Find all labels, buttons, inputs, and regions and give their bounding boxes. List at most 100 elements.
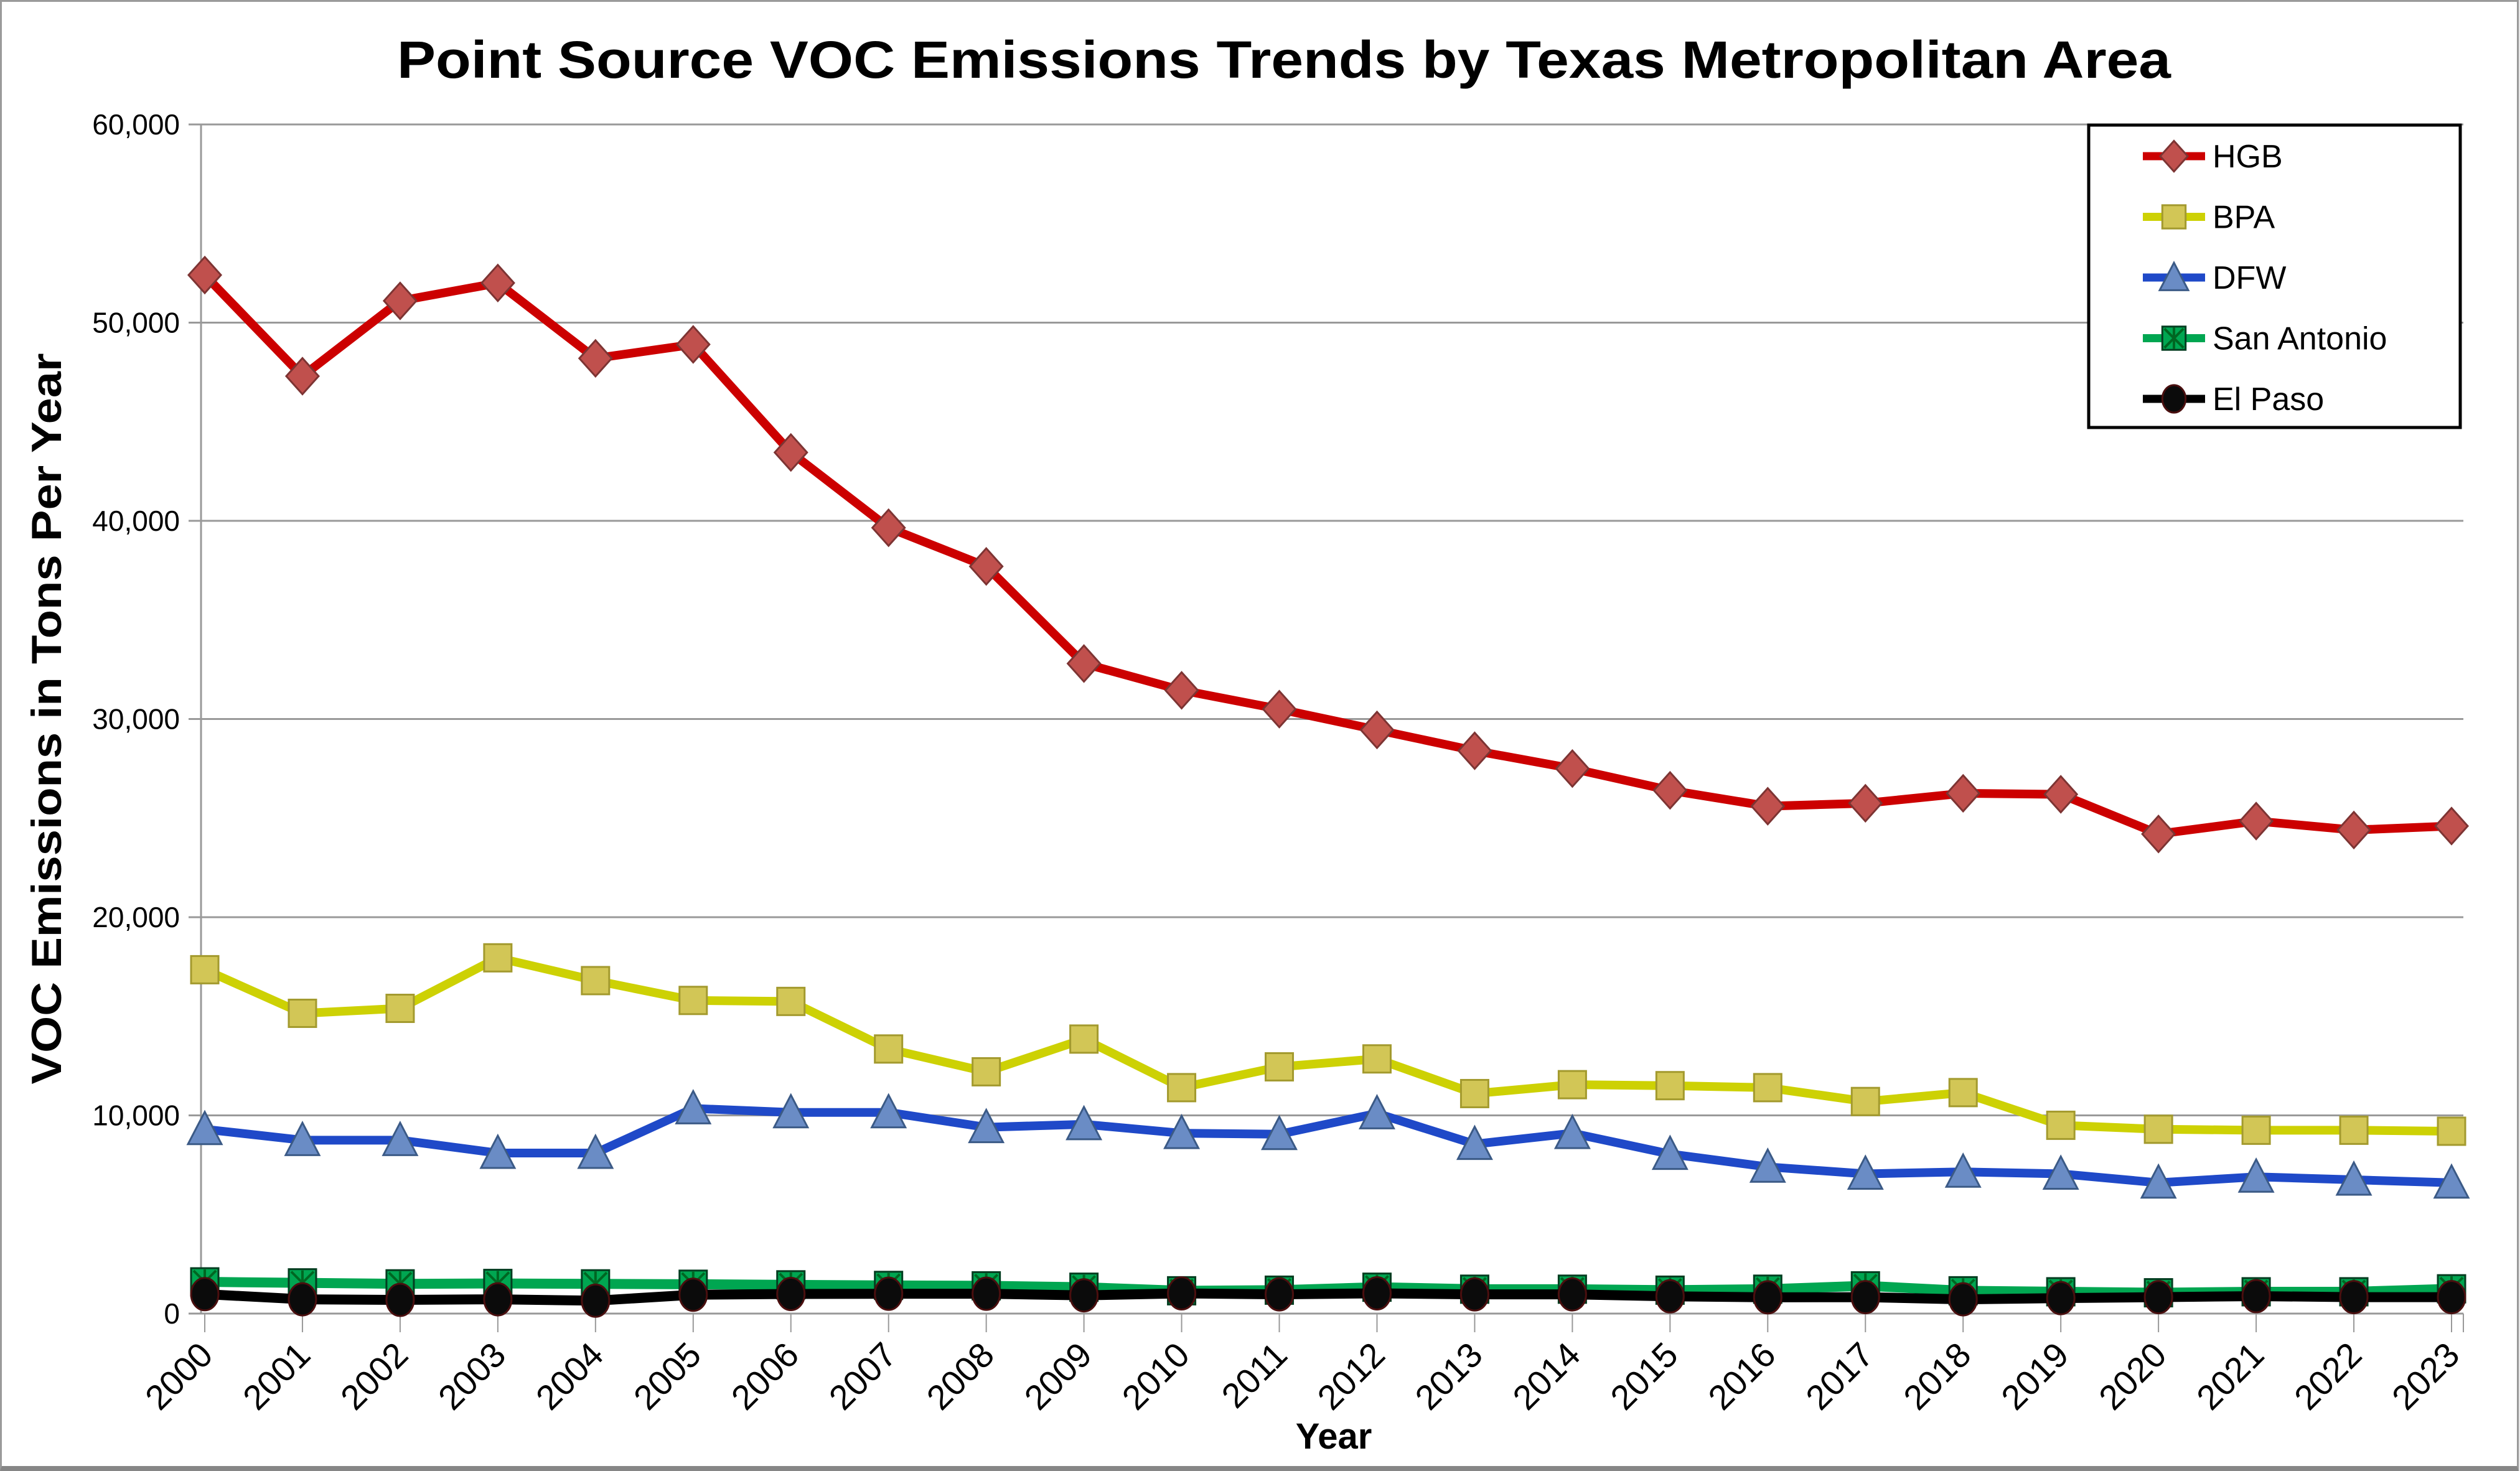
x-tick-label: 2002 <box>333 1335 416 1417</box>
gridlines-group <box>201 123 2463 1315</box>
y-tick-label: 20,000 <box>92 901 180 933</box>
x-tick-label: 2017 <box>1798 1335 1881 1417</box>
marker-diamond <box>2043 775 2079 814</box>
marker-diamond <box>773 432 808 472</box>
y-tick-label: 60,000 <box>92 108 180 141</box>
x-tick-label: 2018 <box>1896 1335 1979 1417</box>
marker-circle <box>1753 1280 1782 1315</box>
marker-diamond <box>2433 806 2470 846</box>
marker-square <box>2046 1110 2076 1140</box>
x-tick-label: 2001 <box>235 1335 318 1417</box>
marker-square <box>1655 1071 1685 1101</box>
marker-diamond <box>675 325 711 364</box>
marker-diamond <box>871 508 906 548</box>
legend-item-san-antonio: San Antonio <box>2143 321 2387 357</box>
marker-square <box>2339 1115 2369 1145</box>
marker-square <box>1069 1024 1099 1054</box>
marker-diamond <box>2141 814 2176 854</box>
marker-square <box>1459 1078 1489 1108</box>
marker-circle <box>874 1276 904 1311</box>
marker-triangle <box>1456 1124 1493 1160</box>
marker-diamond <box>2239 801 2274 841</box>
marker-diamond <box>1750 787 1786 826</box>
marker-triangle <box>2042 1154 2079 1190</box>
x-tick-label: 2000 <box>138 1335 220 1417</box>
marker-diamond <box>1457 731 1492 770</box>
marker-diamond <box>1359 710 1395 750</box>
marker-triangle <box>2335 1160 2372 1196</box>
series-hgb <box>187 255 2470 854</box>
marker-triangle <box>675 1089 712 1124</box>
marker-square <box>1265 1052 1295 1081</box>
marker-diamond <box>578 339 613 378</box>
legend-label: DFW <box>2213 260 2286 296</box>
marker-circle <box>776 1276 806 1311</box>
marker-square <box>1948 1078 1978 1108</box>
marker-circle <box>483 1282 513 1317</box>
marker-square <box>776 986 806 1016</box>
marker-circle <box>1362 1276 1392 1311</box>
marker-diamond <box>1946 773 1981 813</box>
marker-square <box>2143 1114 2173 1144</box>
series-bpa <box>190 943 2466 1146</box>
marker-diamond <box>2336 810 2372 850</box>
marker-triangle <box>1066 1104 1103 1141</box>
x-tick-label: 2007 <box>822 1335 904 1417</box>
marker-circle <box>1069 1278 1099 1313</box>
marker-circle <box>2046 1281 2076 1315</box>
x-tick-label: 2013 <box>1407 1335 1490 1417</box>
marker-triangle <box>772 1093 810 1129</box>
chart-title: Point Source VOC Emissions Trends by Tex… <box>397 30 2171 89</box>
legend-item-dfw: DFW <box>2143 260 2286 296</box>
marker-triangle <box>968 1108 1005 1144</box>
x-tick-label: 2021 <box>2189 1335 2272 1417</box>
x-tick-label: 2005 <box>626 1335 709 1417</box>
series-line-bpa <box>200 953 2456 1136</box>
legend-label: El Paso <box>2213 381 2324 418</box>
marker-diamond <box>1262 689 1297 729</box>
x-axis-title: Year <box>1296 1416 1372 1457</box>
marker-triangle <box>2237 1157 2275 1193</box>
marker-square <box>288 998 317 1028</box>
legend-label: BPA <box>2213 200 2275 236</box>
marker-square <box>1753 1073 1782 1103</box>
y-axis-title: VOC Emissions in Tons Per Year <box>23 353 70 1085</box>
marker-diamond <box>480 263 515 303</box>
x-tick-label: 2008 <box>919 1335 1001 1417</box>
marker-square <box>2437 1116 2466 1146</box>
marker-diamond <box>1555 749 1590 788</box>
series-line-hgb <box>200 271 2456 839</box>
legend-item-el-paso: El Paso <box>2143 381 2324 418</box>
marker-triangle <box>1944 1152 1982 1188</box>
marker-triangle <box>2158 260 2190 291</box>
x-tick-label: 2003 <box>431 1335 513 1417</box>
x-tick-label: 2004 <box>528 1335 611 1417</box>
marker-triangle <box>382 1121 419 1156</box>
series-dfw <box>186 1089 2470 1199</box>
marker-diamond <box>284 357 320 396</box>
x-tick-label: 2023 <box>2384 1335 2467 1417</box>
x-tick-label: 2020 <box>2091 1335 2174 1417</box>
marker-circle <box>2143 1280 2173 1315</box>
marker-diamond <box>1652 770 1688 810</box>
x-tick-label: 2014 <box>1505 1335 1588 1417</box>
marker-triangle <box>1651 1134 1689 1170</box>
y-tick-label: 0 <box>164 1297 180 1330</box>
marker-square <box>483 943 513 973</box>
x-tick-label: 2010 <box>1114 1335 1197 1417</box>
series-line-dfw <box>200 1104 2456 1187</box>
x-tick-label: 2006 <box>724 1335 807 1417</box>
marker-square <box>581 966 611 996</box>
y-tick-label: 10,000 <box>92 1100 180 1132</box>
marker-diamond <box>382 281 418 320</box>
marker-asterisk-stroke <box>2163 327 2185 349</box>
marker-circle <box>1265 1277 1295 1312</box>
marker-diamond <box>1164 671 1199 710</box>
marker-square <box>1557 1070 1587 1100</box>
series-el-paso <box>190 1276 2466 1318</box>
x-tick-label: 2009 <box>1016 1335 1099 1417</box>
x-tick-label: 2022 <box>2287 1335 2369 1417</box>
legend-item-bpa: BPA <box>2143 200 2275 236</box>
legend-label: San Antonio <box>2213 321 2387 357</box>
x-tick-label: 2016 <box>1700 1335 1783 1417</box>
